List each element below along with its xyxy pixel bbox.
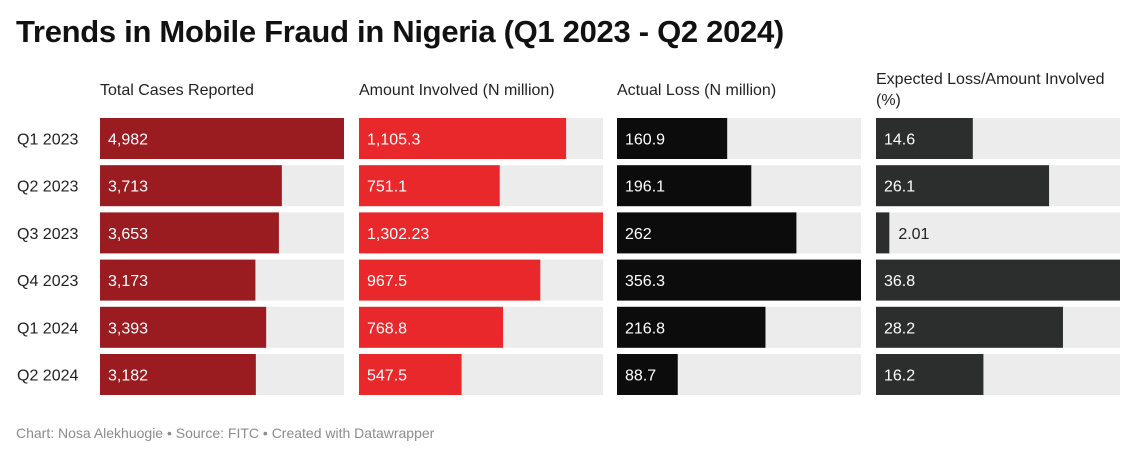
bar-value-label-amount-involved-n-million-1: 751.1 <box>367 179 407 196</box>
bar-value-label-actual-loss-n-million-2: 262 <box>625 226 652 243</box>
bar-value-label-actual-loss-n-million-3: 356.3 <box>625 273 665 290</box>
bar-value-label-total-cases-reported-2: 3,653 <box>108 226 148 243</box>
bar-value-label-amount-involved-n-million-5: 547.5 <box>367 368 407 385</box>
bar-total-cases-reported-4 <box>100 306 267 348</box>
bar-amount-involved-n-million-4 <box>359 306 504 348</box>
chart-title: Trends in Mobile Fraud in Nigeria (Q1 20… <box>16 14 784 49</box>
bar-actual-loss-n-million-5 <box>617 354 678 395</box>
bar-total-cases-reported-1 <box>100 165 282 207</box>
series-header-expected-loss-amount-involved: Expected Loss/Amount Involved (%) <box>876 71 1105 109</box>
bar-value-label-actual-loss-n-million-5: 88.7 <box>625 368 656 385</box>
bar-amount-involved-n-million-2 <box>359 212 603 254</box>
bar-expected-loss-amount-involved-5 <box>876 354 984 395</box>
bar-amount-involved-n-million-1 <box>359 165 500 207</box>
category-label-q1-2024: Q1 2024 <box>17 320 78 337</box>
bar-value-label-amount-involved-n-million-2: 1,302.23 <box>367 226 429 243</box>
bar-amount-involved-n-million-3 <box>359 259 541 301</box>
bar-value-label-amount-involved-n-million-4: 768.8 <box>367 320 407 337</box>
bar-amount-involved-n-million-0 <box>359 118 567 159</box>
bar-value-label-expected-loss-amount-involved-2: 2.01 <box>898 226 929 243</box>
bar-value-label-total-cases-reported-1: 3,713 <box>108 179 148 196</box>
series-header-total-cases-reported: Total Cases Reported <box>100 82 254 99</box>
bar-total-cases-reported-3 <box>100 259 256 301</box>
bar-track-expected-loss-amount-involved-2 <box>876 212 1120 254</box>
bar-value-label-total-cases-reported-3: 3,173 <box>108 273 148 290</box>
bar-value-label-expected-loss-amount-involved-0: 14.6 <box>884 132 915 149</box>
bar-expected-loss-amount-involved-0 <box>876 118 973 159</box>
bar-actual-loss-n-million-4 <box>617 306 766 348</box>
chart-footer: Chart: Nosa Alekhuogie • Source: FITC • … <box>16 425 435 441</box>
bar-value-label-expected-loss-amount-involved-4: 28.2 <box>884 320 915 337</box>
bar-value-label-expected-loss-amount-involved-5: 16.2 <box>884 368 915 385</box>
bar-value-label-total-cases-reported-5: 3,182 <box>108 368 148 385</box>
bar-value-label-expected-loss-amount-involved-3: 36.8 <box>884 273 915 290</box>
bar-total-cases-reported-0 <box>100 118 344 159</box>
bar-actual-loss-n-million-1 <box>617 165 752 207</box>
bar-value-label-expected-loss-amount-involved-1: 26.1 <box>884 179 915 196</box>
bar-amount-involved-n-million-5 <box>359 354 462 395</box>
category-label-q3-2023: Q3 2023 <box>17 226 78 243</box>
bar-actual-loss-n-million-3 <box>617 259 861 301</box>
bar-value-label-actual-loss-n-million-0: 160.9 <box>625 132 665 149</box>
bar-value-label-total-cases-reported-4: 3,393 <box>108 320 148 337</box>
bar-actual-loss-n-million-0 <box>617 118 728 159</box>
category-label-q2-2024: Q2 2024 <box>17 368 78 385</box>
category-label-q2-2023: Q2 2023 <box>17 179 78 196</box>
bar-value-label-actual-loss-n-million-4: 216.8 <box>625 320 665 337</box>
bar-expected-loss-amount-involved-1 <box>876 165 1050 207</box>
bar-actual-loss-n-million-2 <box>617 212 797 254</box>
bar-value-label-total-cases-reported-0: 4,982 <box>108 132 148 149</box>
series-header-amount-involved-n-million: Amount Involved (N million) <box>359 82 555 99</box>
bar-expected-loss-amount-involved-2 <box>876 212 890 254</box>
bar-expected-loss-amount-involved-3 <box>876 259 1120 301</box>
bar-value-label-amount-involved-n-million-0: 1,105.3 <box>367 132 420 149</box>
bar-total-cases-reported-2 <box>100 212 279 254</box>
series-header-actual-loss-n-million: Actual Loss (N million) <box>617 82 776 99</box>
bar-total-cases-reported-5 <box>100 354 256 395</box>
bar-value-label-actual-loss-n-million-1: 196.1 <box>625 179 665 196</box>
bar-value-label-amount-involved-n-million-3: 967.5 <box>367 273 407 290</box>
bar-expected-loss-amount-involved-4 <box>876 306 1063 348</box>
category-label-q1-2023: Q1 2023 <box>17 132 78 149</box>
bar-chart: Q1 2023 Q2 2023 Q3 2023 Q4 2023 Q1 2024 Q2 20… <box>17 71 1120 395</box>
category-label-q4-2023: Q4 2023 <box>17 273 78 290</box>
